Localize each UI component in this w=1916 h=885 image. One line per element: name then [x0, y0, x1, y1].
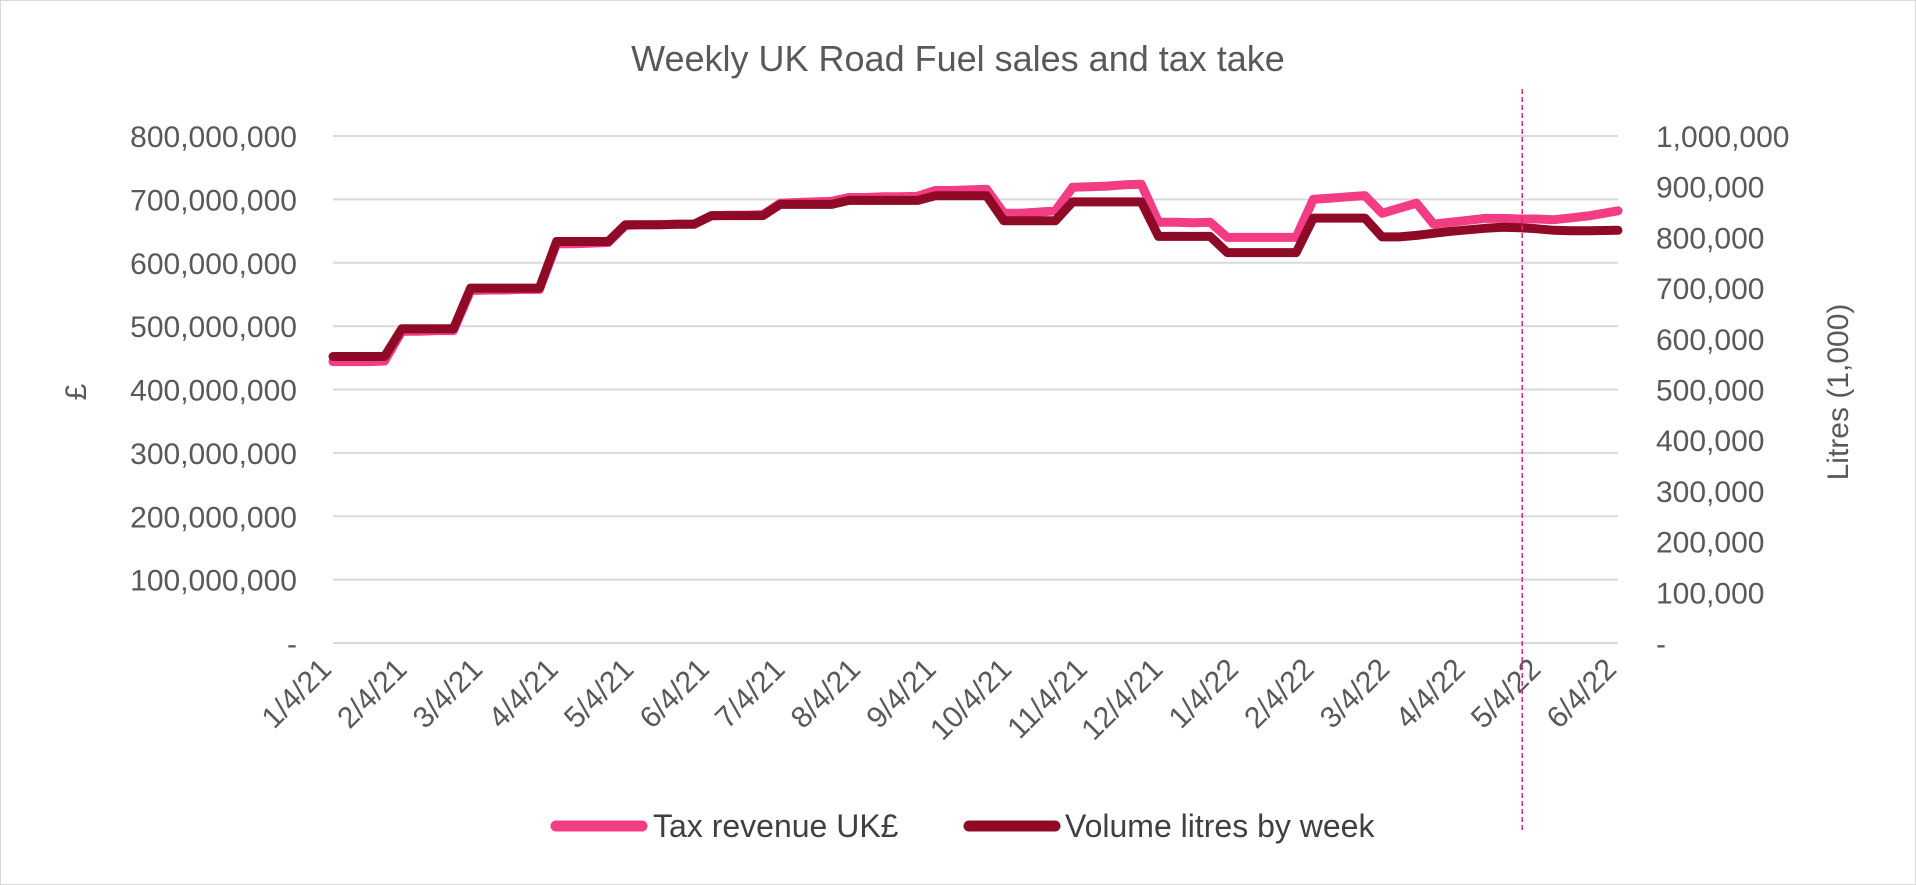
y-axis-right-ticks: - 100,000 200,000 300,000 400,000 500,000 600,…	[1656, 121, 1789, 661]
y-right-tick-label: 500,000	[1656, 375, 1764, 408]
y-axis-left-label: £	[60, 383, 93, 400]
y-right-tick-label: 700,000	[1656, 273, 1764, 306]
x-tick-label: 5/4/22	[1465, 653, 1547, 735]
y-right-tick-label: -	[1656, 628, 1666, 661]
y-left-tick-label: 400,000,000	[130, 375, 297, 408]
x-tick-label: 3/4/21	[407, 653, 489, 735]
legend-label-tax[interactable]: Tax revenue UK£	[653, 808, 899, 844]
y-axis-right-label: Litres (1,000)	[1822, 304, 1855, 481]
x-tick-label: 6/4/21	[634, 653, 716, 735]
y-right-tick-label: 900,000	[1656, 172, 1764, 205]
x-tick-label: 12/4/21	[1075, 653, 1169, 747]
y-right-tick-label: 100,000	[1656, 577, 1764, 610]
x-tick-label: 2/4/21	[331, 653, 413, 735]
y-axis-left-ticks: - 100,000,000 200,000,000 300,000,000 400,00…	[130, 121, 297, 661]
y-left-tick-label: 300,000,000	[130, 438, 297, 471]
y-left-tick-label: -	[287, 628, 297, 661]
series-line-volume	[328, 191, 1623, 361]
x-tick-label: 1/4/22	[1163, 653, 1245, 735]
y-right-tick-label: 1,000,000	[1656, 121, 1789, 154]
series-lines	[328, 179, 1623, 367]
x-tick-label: 2/4/22	[1238, 653, 1320, 735]
x-tick-label: 4/4/22	[1389, 653, 1471, 735]
x-axis-ticks: 1/4/212/4/213/4/214/4/215/4/216/4/217/4/…	[256, 653, 1623, 747]
y-left-tick-label: 600,000,000	[130, 248, 297, 281]
y-left-tick-label: 100,000,000	[130, 565, 297, 598]
series-line-tax	[328, 179, 1623, 367]
legend-label-volume[interactable]: Volume litres by week	[1065, 808, 1375, 844]
y-left-tick-label: 200,000,000	[130, 501, 297, 534]
x-tick-label: 7/4/21	[709, 653, 791, 735]
y-left-tick-label: 700,000,000	[130, 184, 297, 217]
x-tick-label: 6/4/22	[1541, 653, 1623, 735]
x-tick-label: 11/4/21	[1001, 653, 1094, 746]
x-tick-label: 1/4/21	[256, 653, 338, 735]
x-tick-label: 8/4/21	[785, 653, 867, 735]
legend: Tax revenue UK£ Volume litres by week	[550, 808, 1375, 844]
x-tick-label: 4/4/21	[482, 653, 564, 735]
y-right-tick-label: 300,000	[1656, 476, 1764, 509]
x-tick-label: 10/4/21	[924, 653, 1018, 747]
y-right-tick-label: 600,000	[1656, 324, 1764, 357]
y-left-tick-label: 800,000,000	[130, 121, 297, 154]
x-tick-label: 5/4/21	[558, 653, 640, 735]
y-right-tick-label: 200,000	[1656, 527, 1764, 560]
x-tick-label: 3/4/22	[1314, 653, 1396, 735]
y-right-tick-label: 400,000	[1656, 425, 1764, 458]
chart-title: Weekly UK Road Fuel sales and tax take	[631, 38, 1285, 79]
y-right-tick-label: 800,000	[1656, 222, 1764, 255]
y-left-tick-label: 500,000,000	[130, 311, 297, 344]
